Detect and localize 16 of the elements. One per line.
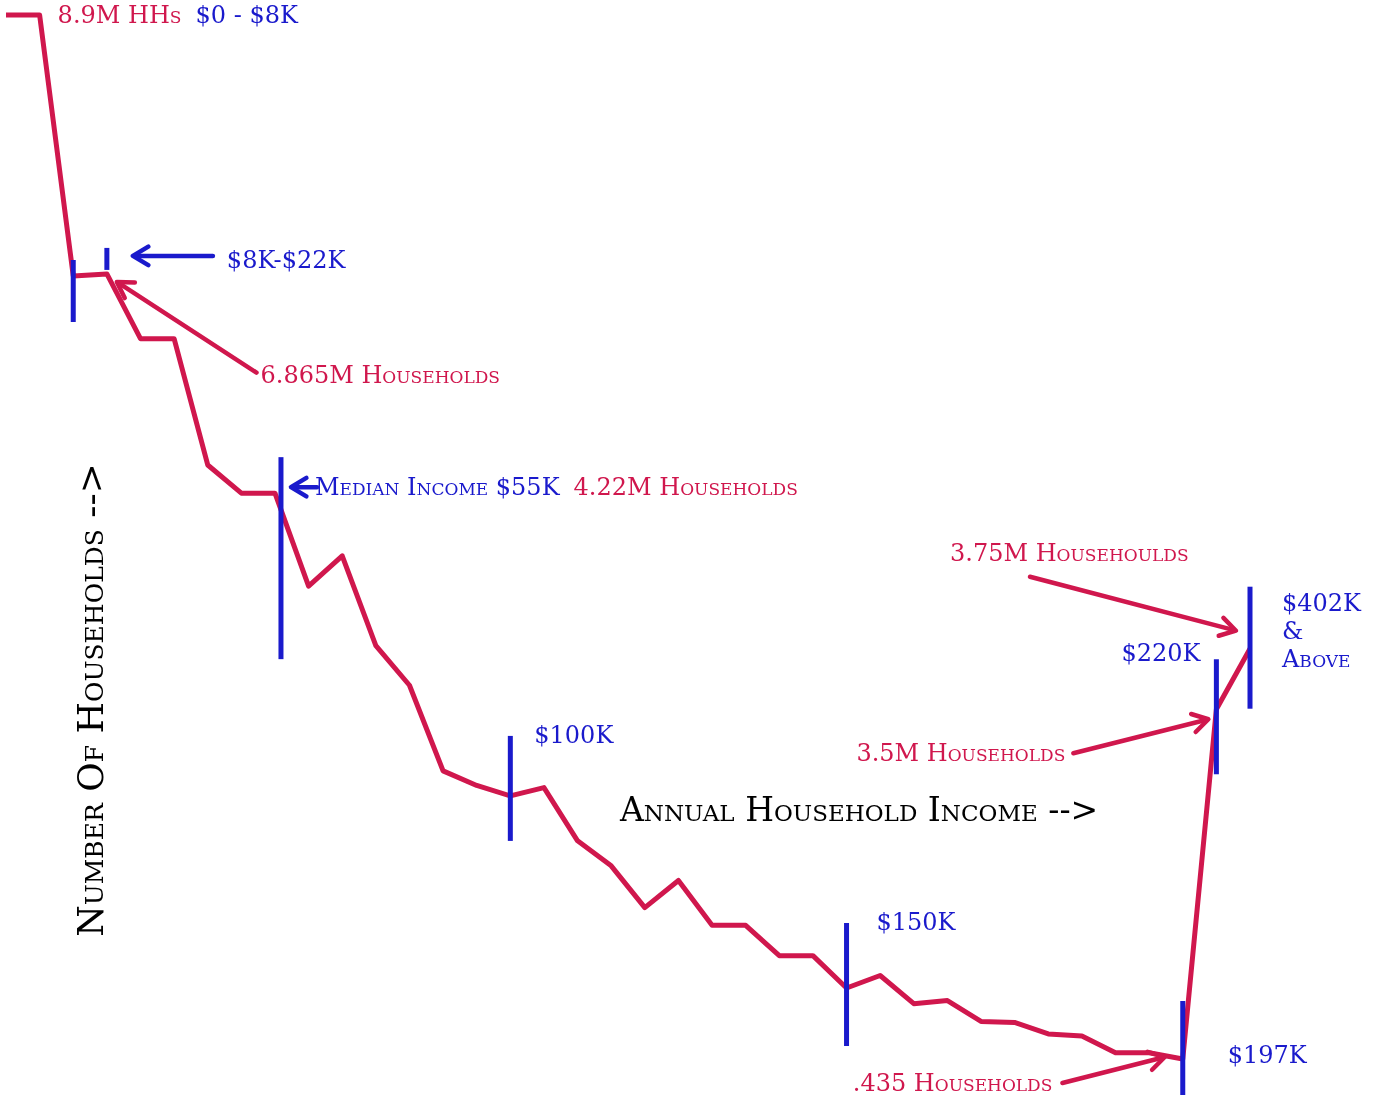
annotation: 6.865M Households: [260, 360, 500, 389]
annotation: $8K-$22K: [226, 245, 346, 274]
text: $402K & Above: [1282, 588, 1363, 673]
annotation: 3.5M Households: [856, 739, 1066, 768]
annotation: 4.22M Households: [573, 473, 798, 502]
x-axis-title: Annual Household Income -->: [620, 790, 1099, 829]
annotation: $197K: [1227, 1041, 1307, 1069]
annotation: $150K: [876, 908, 956, 936]
annotation: 8.9M HHs: [57, 1, 182, 29]
y-axis-title: Number Of Households -->: [69, 463, 111, 937]
annotation: Median Income $55K: [314, 473, 560, 502]
annotation: 3.75M Househoulds: [950, 538, 1189, 567]
text: .435 Households: [852, 1069, 1053, 1097]
annotation: $100K: [534, 720, 614, 749]
annotation: $0 - $8K: [195, 1, 298, 29]
annotation: $220K: [1121, 639, 1201, 668]
